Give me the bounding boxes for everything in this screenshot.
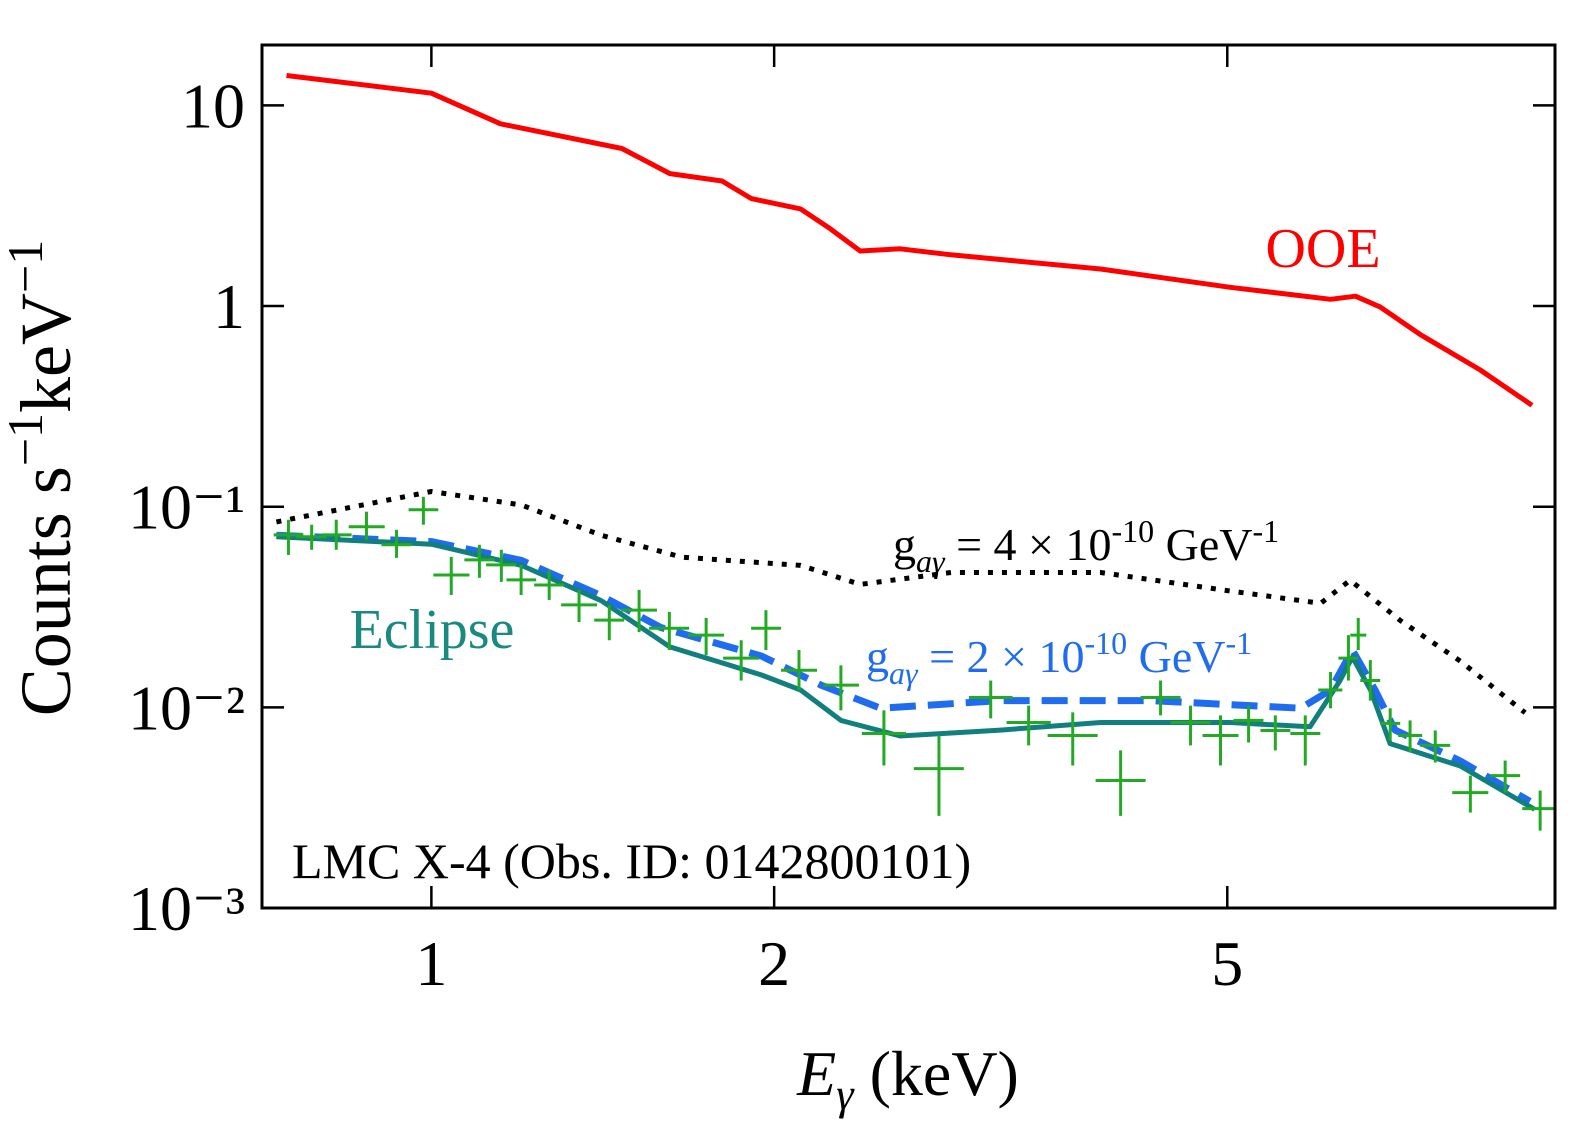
plot-area [273, 73, 1555, 831]
eclipse-label: Eclipse [350, 599, 515, 661]
ticks: 1 2 5 10 1 10⁻¹ 10⁻² 10⁻³ [128, 45, 1555, 999]
y-tick-label: 10⁻³ [128, 873, 245, 944]
coupling-label: gaγ = 4 × 10-10 GeV-1 [893, 513, 1279, 579]
plot-frame [260, 43, 1557, 910]
source-label: LMC X-4 (Obs. ID: 0142800101) [292, 833, 971, 889]
ooe-label: OOE [1265, 218, 1380, 280]
x-tick-label: 1 [415, 928, 447, 999]
x-tick-label: 5 [1211, 928, 1243, 999]
model-curve [286, 73, 1534, 408]
x-axis-label: Eγ (keV) [796, 1038, 1019, 1119]
y-tick-label: 1 [213, 271, 245, 342]
y-axis-label: Counts s−1keV−1 [0, 240, 86, 716]
y-tick-label: 10⁻² [128, 672, 245, 743]
coupling-label: gaγ = 2 × 10-10 GeV-1 [866, 625, 1252, 691]
x-tick-label: 2 [758, 928, 790, 999]
y-tick-label: 10⁻¹ [128, 472, 245, 543]
y-tick-label: 10 [181, 70, 245, 141]
model-curve [276, 531, 1532, 805]
